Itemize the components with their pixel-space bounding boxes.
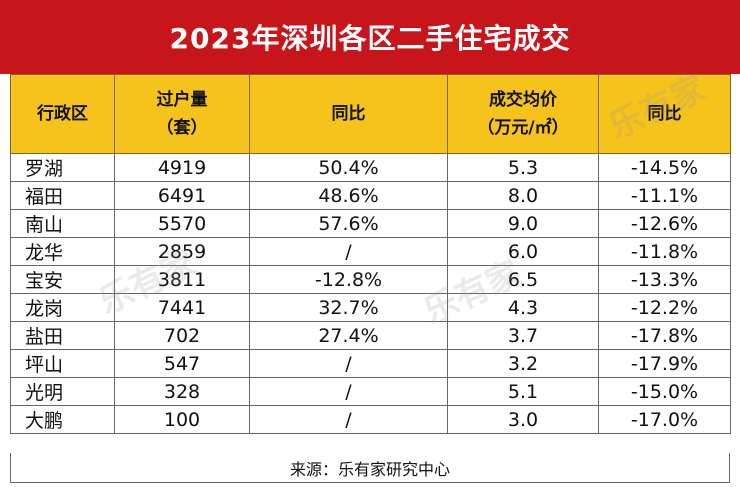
district-cell: 宝安 bbox=[10, 265, 115, 294]
district-cell: 龙华 bbox=[10, 237, 115, 266]
price-yoy-cell: -15.0% bbox=[598, 377, 731, 406]
price-yoy-cell: -13.3% bbox=[598, 265, 731, 294]
district-cell: 光明 bbox=[10, 377, 115, 406]
transfers-cell: 3811 bbox=[114, 265, 250, 294]
table-row: 龙岗 7441 32.7% 4.3 -12.2% bbox=[10, 293, 731, 322]
transfers-yoy-cell: 32.7% bbox=[249, 293, 448, 322]
transfers-cell: 2859 bbox=[114, 237, 250, 266]
table-row: 罗湖 4919 50.4% 5.3 -14.5% bbox=[10, 153, 731, 182]
avg-price-cell: 4.3 bbox=[447, 293, 599, 322]
transfers-cell: 702 bbox=[114, 321, 250, 350]
transfers-yoy-cell: / bbox=[249, 405, 448, 434]
district-cell: 南山 bbox=[10, 209, 115, 238]
district-cell: 龙岗 bbox=[10, 293, 115, 322]
transfers-yoy-cell: 48.6% bbox=[249, 181, 448, 210]
transfers-cell: 6491 bbox=[114, 181, 250, 210]
header-avg-price: 成交均价 （万元/㎡） bbox=[447, 74, 599, 154]
price-yoy-cell: -17.8% bbox=[598, 321, 731, 350]
avg-price-cell: 3.0 bbox=[447, 405, 599, 434]
table-row: 光明 328 / 5.1 -15.0% bbox=[10, 377, 731, 406]
district-cell: 坪山 bbox=[10, 349, 115, 378]
avg-price-cell: 6.5 bbox=[447, 265, 599, 294]
transfers-yoy-cell: 27.4% bbox=[249, 321, 448, 350]
avg-price-cell: 3.7 bbox=[447, 321, 599, 350]
transfers-cell: 7441 bbox=[114, 293, 250, 322]
price-yoy-cell: -17.9% bbox=[598, 349, 731, 378]
avg-price-cell: 9.0 bbox=[447, 209, 599, 238]
price-yoy-cell: -17.0% bbox=[598, 405, 731, 434]
table-row: 宝安 3811 -12.8% 6.5 -13.3% bbox=[10, 265, 731, 294]
transfers-yoy-cell: -12.8% bbox=[249, 265, 448, 294]
avg-price-cell: 3.2 bbox=[447, 349, 599, 378]
page-title: 2023年深圳各区二手住宅成交 bbox=[0, 0, 740, 74]
table-row: 南山 5570 57.6% 9.0 -12.6% bbox=[10, 209, 731, 238]
table-row: 龙华 2859 / 6.0 -11.8% bbox=[10, 237, 731, 266]
transfers-cell: 547 bbox=[114, 349, 250, 378]
transfers-cell: 100 bbox=[114, 405, 250, 434]
price-yoy-cell: -12.6% bbox=[598, 209, 731, 238]
header-transfers: 过户量 （套） bbox=[114, 74, 250, 154]
district-cell: 福田 bbox=[10, 181, 115, 210]
transfers-yoy-cell: / bbox=[249, 377, 448, 406]
price-yoy-cell: -12.2% bbox=[598, 293, 731, 322]
avg-price-cell: 5.3 bbox=[447, 153, 599, 182]
district-cell: 盐田 bbox=[10, 321, 115, 350]
price-yoy-cell: -11.8% bbox=[598, 237, 731, 266]
transfers-cell: 5570 bbox=[114, 209, 250, 238]
transfers-cell: 4919 bbox=[114, 153, 250, 182]
price-yoy-cell: -11.1% bbox=[598, 181, 731, 210]
table-row: 福田 6491 48.6% 8.0 -11.1% bbox=[10, 181, 731, 210]
table-row: 坪山 547 / 3.2 -17.9% bbox=[10, 349, 731, 378]
transfers-yoy-cell: 50.4% bbox=[249, 153, 448, 182]
avg-price-cell: 5.1 bbox=[447, 377, 599, 406]
header-district: 行政区 bbox=[10, 74, 115, 154]
avg-price-cell: 6.0 bbox=[447, 237, 599, 266]
price-yoy-cell: -14.5% bbox=[598, 153, 731, 182]
table-row: 盐田 702 27.4% 3.7 -17.8% bbox=[10, 321, 731, 350]
district-cell: 大鹏 bbox=[10, 405, 115, 434]
source-note: 来源：乐有家研究中心 bbox=[10, 453, 730, 483]
avg-price-cell: 8.0 bbox=[447, 181, 599, 210]
header-price-yoy: 同比 bbox=[598, 74, 731, 154]
table-row: 大鹏 100 / 3.0 -17.0% bbox=[10, 405, 731, 434]
district-cell: 罗湖 bbox=[10, 153, 115, 182]
data-table: 行政区 过户量 （套） 同比 成交均价 （万元/㎡） 同比 bbox=[10, 74, 731, 434]
transfers-yoy-cell: / bbox=[249, 349, 448, 378]
transfers-yoy-cell: 57.6% bbox=[249, 209, 448, 238]
header-transfers-yoy: 同比 bbox=[249, 74, 448, 154]
transfers-cell: 328 bbox=[114, 377, 250, 406]
header-row: 行政区 过户量 （套） 同比 成交均价 （万元/㎡） 同比 bbox=[10, 74, 731, 154]
transfers-yoy-cell: / bbox=[249, 237, 448, 266]
